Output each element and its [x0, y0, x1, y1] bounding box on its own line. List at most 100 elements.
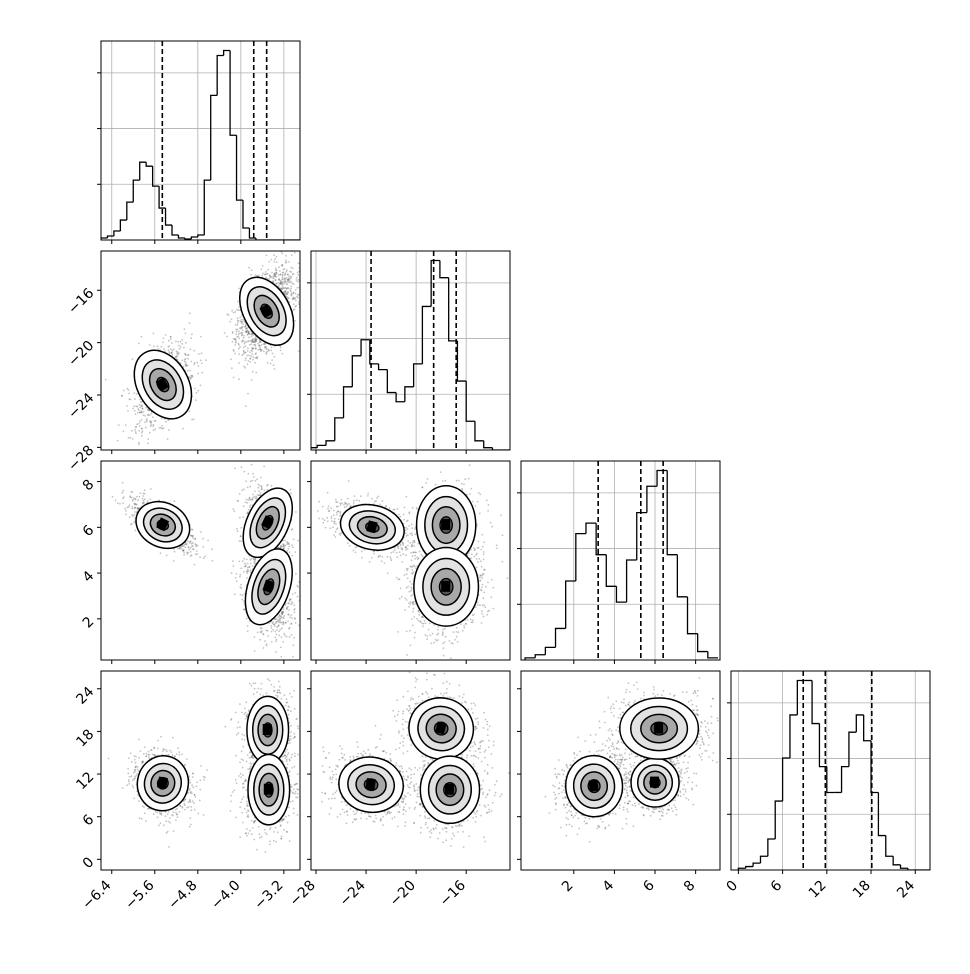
sample-point	[127, 410, 129, 412]
sample-point	[297, 294, 299, 296]
sample-point	[242, 323, 244, 325]
sample-point	[200, 531, 202, 533]
sample-point	[168, 351, 170, 353]
sample-point	[194, 543, 196, 545]
sample-point	[144, 421, 146, 423]
sample-point	[170, 338, 172, 340]
sample-point	[231, 572, 233, 574]
sample-point	[165, 421, 167, 423]
sample-point	[138, 443, 140, 445]
sample-point	[260, 631, 262, 633]
sample-point	[252, 371, 254, 373]
sample-point	[198, 365, 200, 367]
sample-point	[239, 316, 241, 318]
sample-point	[293, 309, 295, 311]
sample-point	[247, 360, 249, 362]
sample-point	[241, 599, 243, 601]
sample-point	[163, 338, 165, 340]
sample-point	[201, 362, 203, 364]
sample-point	[141, 412, 143, 414]
histogram-bar	[688, 597, 698, 634]
sample-point	[280, 287, 282, 289]
histogram-bar	[172, 225, 178, 235]
histogram-bar	[708, 652, 718, 658]
sample-point	[170, 336, 172, 338]
sample-point	[239, 346, 241, 348]
sample-point	[136, 393, 138, 395]
sample-point	[250, 355, 252, 357]
histogram-bar	[647, 486, 657, 512]
sample-point	[185, 342, 187, 344]
sample-point	[138, 508, 140, 510]
sample-point	[247, 333, 249, 335]
sample-point	[274, 275, 276, 277]
histogram-panel-0	[97, 41, 301, 244]
sample-point	[281, 253, 283, 255]
sample-point	[194, 388, 196, 390]
sample-point	[242, 340, 244, 342]
sample-point	[244, 341, 246, 343]
sample-point	[191, 543, 193, 545]
sample-point	[183, 347, 185, 349]
sample-point	[294, 320, 296, 322]
sample-point	[292, 656, 294, 658]
sample-point	[314, 237, 316, 239]
sample-point	[290, 603, 292, 605]
sample-point	[253, 561, 255, 563]
sample-point	[243, 488, 245, 490]
sample-point	[202, 538, 204, 540]
sample-point	[235, 342, 237, 344]
sample-point	[238, 309, 240, 311]
sample-point	[171, 354, 173, 356]
sample-point	[138, 343, 140, 345]
sample-point	[296, 279, 298, 281]
sample-point	[191, 554, 193, 556]
sample-point	[239, 517, 241, 519]
histogram-bar	[466, 381, 475, 421]
sample-point	[250, 340, 252, 342]
sample-point	[272, 353, 274, 355]
sample-point	[193, 350, 195, 352]
sample-point	[306, 288, 308, 290]
sample-point	[131, 506, 133, 508]
sample-point	[112, 496, 114, 498]
sample-point	[161, 425, 163, 427]
sample-point	[288, 546, 290, 548]
sample-point	[194, 362, 196, 364]
sample-point	[134, 511, 136, 513]
sample-point	[234, 344, 236, 346]
histogram-bar	[107, 236, 113, 238]
sample-point	[278, 622, 280, 624]
sample-point	[290, 285, 292, 287]
sample-point	[239, 586, 241, 588]
sample-point	[283, 608, 285, 610]
sample-point	[246, 618, 248, 620]
sample-point	[238, 330, 240, 332]
sample-point	[243, 505, 245, 507]
sample-point	[182, 360, 184, 362]
histogram-panel-1	[307, 251, 519, 454]
sample-point	[226, 336, 228, 338]
histogram-bar	[457, 341, 466, 381]
sample-point	[281, 613, 283, 615]
sample-point	[280, 273, 282, 275]
histogram-bar	[856, 715, 863, 732]
sample-point	[271, 347, 273, 349]
sample-point	[147, 442, 149, 444]
sample-point	[249, 352, 251, 354]
sample-point	[278, 619, 280, 621]
sample-point	[238, 288, 240, 290]
sample-point	[249, 505, 251, 507]
sample-point	[168, 429, 170, 431]
histogram-bar	[133, 180, 139, 202]
sample-point	[200, 360, 202, 362]
sample-point	[157, 464, 159, 466]
sample-point	[162, 428, 164, 430]
sample-point	[283, 283, 285, 285]
sample-point	[298, 350, 300, 352]
sample-point	[254, 357, 256, 359]
sample-point	[281, 284, 283, 286]
sample-point	[176, 353, 178, 355]
sample-point	[231, 367, 233, 369]
sample-point	[283, 633, 285, 635]
